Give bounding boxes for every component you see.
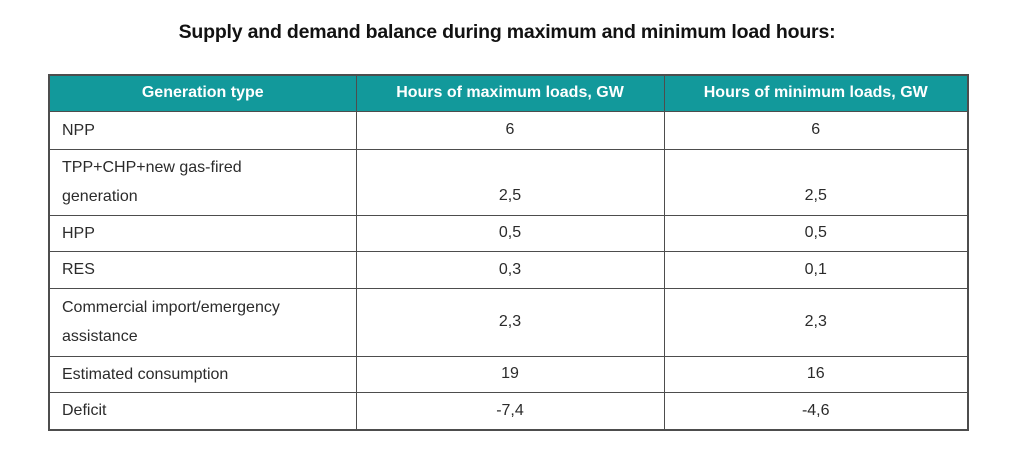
cell-generation-type: HPP xyxy=(48,214,357,252)
generation-type-label: Commercial import/emergency assistance xyxy=(62,299,280,346)
column-header-min-loads: Hours of minimum loads, GW xyxy=(663,74,969,112)
cell-max-load: 6 xyxy=(355,110,665,150)
cell-min-load: 2,3 xyxy=(663,287,969,357)
table-row-npp: NPP 6 6 xyxy=(48,110,969,150)
cell-min-load: -4,6 xyxy=(663,392,969,431)
cell-generation-type: Estimated consumption xyxy=(48,355,357,394)
generation-type-label: TPP+CHP+new gas-fired generation xyxy=(62,159,242,205)
table-row-commercial-import: Commercial import/emergency assistance 2… xyxy=(48,287,969,357)
cell-generation-type: TPP+CHP+new gas-fired generation xyxy=(48,148,357,216)
page-title: Supply and demand balance during maximum… xyxy=(178,21,836,43)
cell-generation-type: Deficit xyxy=(48,392,357,431)
cell-max-load: 2,3 xyxy=(355,287,665,357)
table-row-res: RES 0,3 0,1 xyxy=(48,250,969,289)
column-header-generation-type: Generation type xyxy=(48,74,357,112)
generation-type-label: NPP xyxy=(62,121,95,139)
cell-max-load: -7,4 xyxy=(355,392,665,431)
cell-min-load: 0,5 xyxy=(663,214,969,252)
cell-generation-type: RES xyxy=(48,250,357,289)
generation-type-label: RES xyxy=(62,261,95,279)
column-header-max-loads: Hours of maximum loads, GW xyxy=(355,74,665,112)
cell-max-load: 19 xyxy=(355,355,665,394)
generation-type-label: Deficit xyxy=(62,402,107,420)
cell-max-load: 0,5 xyxy=(355,214,665,252)
cell-min-load: 0,1 xyxy=(663,250,969,289)
generation-type-label: Estimated consumption xyxy=(62,366,229,384)
cell-min-load: 2,5 xyxy=(663,148,969,216)
supply-demand-balance-table: Generation type Hours of maximum loads, … xyxy=(48,74,969,431)
table-row-tpp-chp: TPP+CHP+new gas-fired generation 2,5 2,5 xyxy=(48,148,969,216)
cell-min-load: 6 xyxy=(663,110,969,150)
cell-max-load: 2,5 xyxy=(355,148,665,216)
table-row-estimated-consumption: Estimated consumption 19 16 xyxy=(48,355,969,394)
cell-generation-type: NPP xyxy=(48,110,357,150)
table-row-hpp: HPP 0,5 0,5 xyxy=(48,214,969,252)
cell-generation-type: Commercial import/emergency assistance xyxy=(48,287,357,357)
generation-type-label: HPP xyxy=(62,224,95,242)
cell-max-load: 0,3 xyxy=(355,250,665,289)
cell-min-load: 16 xyxy=(663,355,969,394)
table-header-row: Generation type Hours of maximum loads, … xyxy=(48,74,969,112)
table-row-deficit: Deficit -7,4 -4,6 xyxy=(48,392,969,431)
